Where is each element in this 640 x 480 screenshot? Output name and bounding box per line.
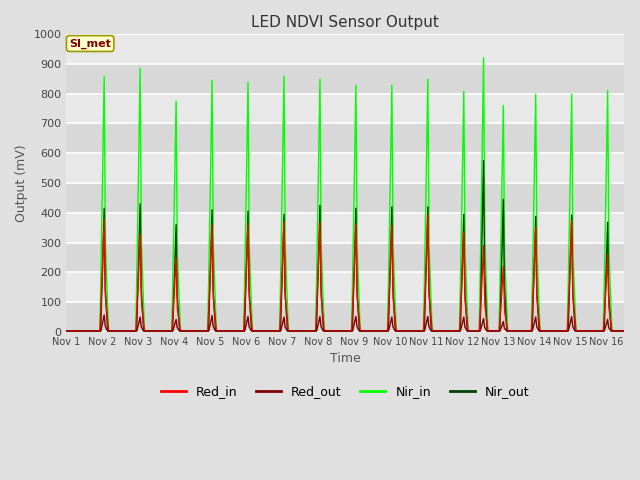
- Red_in: [63, 328, 70, 334]
- Bar: [67, 183, 624, 213]
- Y-axis label: Output (mV): Output (mV): [15, 144, 28, 222]
- Nir_out: [480, 158, 488, 164]
- Red_in: [242, 280, 250, 286]
- Line: Red_in: Red_in: [67, 214, 627, 331]
- Bar: [67, 94, 624, 123]
- Bar: [67, 213, 624, 242]
- Nir_out: [500, 283, 508, 288]
- Red_out: [63, 328, 70, 334]
- Red_in: [527, 328, 535, 334]
- Red_out: [500, 325, 508, 331]
- Legend: Red_in, Red_out, Nir_in, Nir_out: Red_in, Red_out, Nir_in, Nir_out: [156, 380, 534, 403]
- Red_in: [623, 328, 631, 334]
- Nir_in: [244, 79, 252, 85]
- Red_out: [212, 328, 220, 334]
- Red_out: [529, 328, 536, 334]
- Line: Red_out: Red_out: [67, 315, 627, 331]
- Red_in: [352, 221, 360, 227]
- Red_out: [353, 324, 361, 329]
- Bar: [67, 302, 624, 332]
- Line: Nir_out: Nir_out: [67, 161, 627, 331]
- Nir_out: [529, 328, 536, 334]
- Nir_in: [500, 253, 508, 259]
- Nir_in: [209, 244, 217, 250]
- Text: SI_met: SI_met: [69, 38, 111, 48]
- Nir_in: [480, 55, 488, 60]
- Line: Nir_in: Nir_in: [67, 58, 627, 331]
- Red_out: [244, 313, 252, 319]
- Red_out: [245, 324, 253, 329]
- Nir_in: [623, 328, 631, 334]
- Red_in: [424, 211, 431, 217]
- Nir_out: [352, 205, 360, 211]
- Red_in: [500, 309, 508, 314]
- Bar: [67, 272, 624, 302]
- Nir_out: [243, 269, 250, 275]
- Title: LED NDVI Sensor Output: LED NDVI Sensor Output: [251, 15, 439, 30]
- Red_in: [244, 220, 252, 226]
- Nir_out: [209, 286, 217, 292]
- Nir_in: [63, 328, 70, 334]
- Nir_out: [623, 328, 631, 334]
- Nir_in: [527, 328, 535, 334]
- Nir_out: [63, 328, 70, 334]
- X-axis label: Time: Time: [330, 352, 360, 365]
- Red_out: [623, 328, 631, 334]
- Red_out: [100, 312, 108, 318]
- Bar: [67, 153, 624, 183]
- Nir_in: [352, 83, 360, 88]
- Red_in: [209, 295, 217, 301]
- Nir_out: [244, 208, 252, 214]
- Bar: [67, 123, 624, 153]
- Bar: [67, 34, 624, 64]
- Bar: [67, 242, 624, 272]
- Bar: [67, 64, 624, 94]
- Nir_in: [242, 209, 250, 215]
